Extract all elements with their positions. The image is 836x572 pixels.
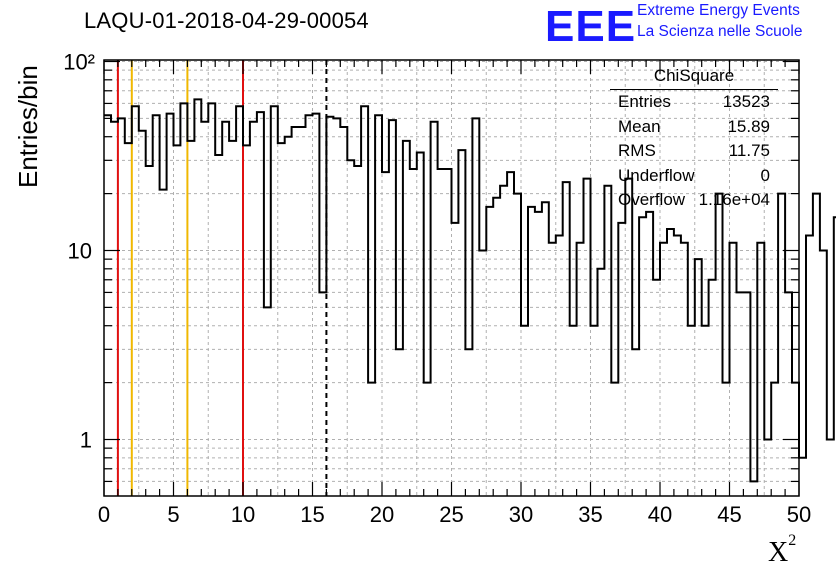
- x-tick-label: 35: [578, 502, 602, 527]
- stats-row-overflow: Overflow 1.16e+04: [610, 188, 778, 213]
- stats-value: 13523: [722, 92, 770, 111]
- x-tick-label: 30: [509, 502, 533, 527]
- logo-line-2: La Scienza nelle Scuole: [637, 23, 803, 40]
- stats-row-entries: Entries 13523: [610, 90, 778, 115]
- x-axis-label: X2: [768, 532, 796, 569]
- logo-line-1: Extreme Energy Events: [637, 2, 800, 19]
- stats-key: Overflow: [618, 190, 686, 209]
- x-tick-label: 45: [717, 502, 741, 527]
- stats-key: Underflow: [618, 165, 695, 185]
- stats-row-rms: RMS 11.75: [610, 139, 778, 164]
- y-axis-label: Entries/bin: [13, 65, 43, 188]
- histogram-series: [104, 98, 836, 483]
- x-tick-label: 40: [648, 502, 672, 527]
- x-axis-label-main: X: [768, 537, 789, 568]
- eee-logo: EEE: [545, 2, 637, 51]
- stats-row-mean: Mean 15.89: [610, 115, 778, 140]
- x-tick-label: 0: [98, 502, 110, 527]
- x-axis-label-sup: 2: [788, 531, 797, 549]
- stats-title: ChiSquare: [610, 66, 778, 90]
- x-tick-label: 5: [167, 502, 179, 527]
- stats-value: 15.89: [727, 116, 770, 136]
- chart-title: LAQU-01-2018-04-29-00054: [84, 8, 369, 33]
- y-tick-label: 10: [68, 239, 92, 264]
- stats-row-underflow: Underflow 0: [610, 164, 778, 189]
- x-tick-label: 15: [300, 502, 324, 527]
- x-tick-label: 10: [231, 502, 255, 527]
- x-tick-label: 20: [370, 502, 394, 527]
- stats-box: ChiSquare Entries 13523 Mean 15.89 RMS 1…: [610, 66, 778, 213]
- stats-value: 0: [760, 165, 770, 185]
- y-tick-label: 10²: [63, 50, 95, 75]
- stats-key: RMS: [618, 141, 656, 160]
- y-tick-label: 1: [80, 428, 92, 453]
- x-tick-label: 25: [439, 502, 463, 527]
- axis-ticks: 0 5 10 15 20 25 30 35 40 45 50 1 10 10²: [63, 50, 811, 528]
- stats-key: Entries: [618, 92, 671, 111]
- stats-value: 1.16e+04: [698, 190, 770, 209]
- x-tick-label: 50: [787, 502, 811, 527]
- stats-value: 11.75: [728, 141, 770, 160]
- stats-key: Mean: [618, 116, 661, 136]
